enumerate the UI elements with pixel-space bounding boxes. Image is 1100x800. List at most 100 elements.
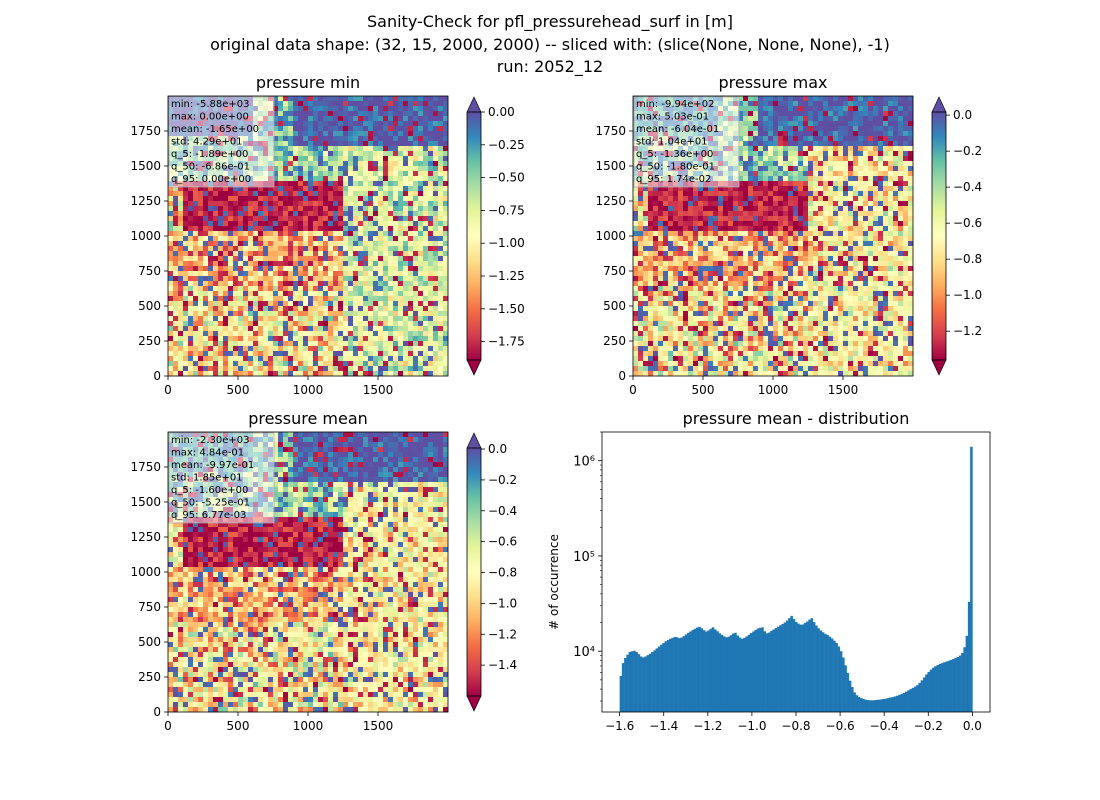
heatmap-cell bbox=[703, 361, 709, 367]
heatmap-cell bbox=[398, 241, 404, 247]
heatmap-cell bbox=[443, 276, 449, 282]
heatmap-cell bbox=[723, 261, 729, 267]
heatmap-cell bbox=[663, 341, 669, 347]
heatmap-cell bbox=[403, 176, 409, 182]
heatmap-cell bbox=[738, 186, 744, 192]
heatmap-cell bbox=[343, 171, 349, 177]
heatmap-cell bbox=[653, 316, 659, 322]
heatmap-cell bbox=[763, 201, 769, 207]
heatmap-cell bbox=[788, 276, 794, 282]
heatmap-cell bbox=[293, 246, 299, 252]
heatmap-cell bbox=[388, 371, 394, 377]
heatmap-cell bbox=[228, 306, 234, 312]
heatmap-cell bbox=[788, 106, 794, 112]
heatmap-cell bbox=[648, 316, 654, 322]
heatmap-cell bbox=[353, 131, 359, 137]
heatmap-cell bbox=[713, 306, 719, 312]
heatmap-cell bbox=[743, 176, 749, 182]
heatmap-cell bbox=[278, 236, 284, 242]
heatmap-cell bbox=[298, 301, 304, 307]
heatmap-cell bbox=[203, 351, 209, 357]
heatmap-cell bbox=[703, 326, 709, 332]
heatmap-cell bbox=[193, 321, 199, 327]
heatmap-cell bbox=[273, 256, 279, 262]
heatmap-cell bbox=[273, 281, 279, 287]
heatmap-cell bbox=[228, 326, 234, 332]
heatmap-cell bbox=[263, 216, 269, 222]
heatmap-cell bbox=[383, 251, 389, 257]
heatmap-cell bbox=[298, 146, 304, 152]
heatmap-cell bbox=[778, 236, 784, 242]
heatmap-cell bbox=[253, 276, 259, 282]
heatmap-cell bbox=[418, 361, 424, 367]
heatmap-cell bbox=[308, 356, 314, 362]
heatmap-cell bbox=[288, 201, 294, 207]
heatmap-cell bbox=[368, 301, 374, 307]
heatmap-cell bbox=[418, 266, 424, 272]
heatmap-cell bbox=[398, 271, 404, 277]
heatmap-cell bbox=[768, 106, 774, 112]
heatmap-cell bbox=[218, 186, 224, 192]
heatmap-cell bbox=[313, 351, 319, 357]
heatmap-cell bbox=[773, 366, 779, 372]
heatmap-cell bbox=[293, 116, 299, 122]
y-tick-label: 750 bbox=[138, 264, 161, 278]
heatmap-cell bbox=[438, 136, 444, 142]
heatmap-cell bbox=[308, 221, 314, 227]
heatmap-cell bbox=[433, 246, 439, 252]
heatmap-cell bbox=[233, 301, 239, 307]
heatmap-cell bbox=[233, 311, 239, 317]
heatmap-cell bbox=[443, 176, 449, 182]
heatmap-cell bbox=[313, 216, 319, 222]
heatmap-cell bbox=[423, 261, 429, 267]
heatmap-cell bbox=[233, 236, 239, 242]
heatmap-cell bbox=[733, 236, 739, 242]
heatmap-cell bbox=[288, 126, 294, 132]
heatmap-cell bbox=[693, 226, 699, 232]
heatmap-cell bbox=[708, 276, 714, 282]
heatmap-cell bbox=[173, 331, 179, 337]
heatmap-cell bbox=[388, 101, 394, 107]
heatmap-cell bbox=[748, 131, 754, 137]
heatmap-cell bbox=[303, 331, 309, 337]
heatmap-cell bbox=[418, 156, 424, 162]
heatmap-cell bbox=[193, 241, 199, 247]
heatmap-cell bbox=[348, 241, 354, 247]
heatmap-cell bbox=[748, 306, 754, 312]
heatmap-cell bbox=[313, 251, 319, 257]
heatmap-cell bbox=[233, 196, 239, 202]
heatmap-cell bbox=[398, 326, 404, 332]
heatmap-cell bbox=[398, 211, 404, 217]
heatmap-cell bbox=[343, 286, 349, 292]
heatmap-cell bbox=[378, 191, 384, 197]
heatmap-cell bbox=[443, 126, 449, 132]
heatmap-cell bbox=[183, 196, 189, 202]
heatmap-cell bbox=[218, 356, 224, 362]
heatmap-cell bbox=[323, 236, 329, 242]
heatmap-cell bbox=[378, 341, 384, 347]
heatmap-cell bbox=[253, 346, 259, 352]
heatmap-cell bbox=[788, 191, 794, 197]
heatmap-cell bbox=[763, 126, 769, 132]
heatmap-cell bbox=[418, 351, 424, 357]
heatmap-cell bbox=[763, 291, 769, 297]
heatmap-cell bbox=[733, 251, 739, 257]
heatmap-cell bbox=[668, 221, 674, 227]
heatmap-cell bbox=[753, 306, 759, 312]
heatmap-cell bbox=[213, 366, 219, 372]
heatmap-cell bbox=[323, 331, 329, 337]
heatmap-cell bbox=[768, 296, 774, 302]
heatmap-cell bbox=[418, 231, 424, 237]
heatmap-cell bbox=[738, 171, 744, 177]
heatmap-cell bbox=[238, 311, 244, 317]
heatmap-cell bbox=[663, 326, 669, 332]
heatmap-cell bbox=[328, 291, 334, 297]
heatmap-cell bbox=[268, 296, 274, 302]
heatmap-cell bbox=[678, 186, 684, 192]
heatmap-cell bbox=[753, 106, 759, 112]
heatmap-cell bbox=[283, 296, 289, 302]
heatmap-cell bbox=[288, 251, 294, 257]
heatmap-cell bbox=[333, 371, 339, 377]
heatmap-cell bbox=[738, 346, 744, 352]
heatmap-cell bbox=[413, 246, 419, 252]
